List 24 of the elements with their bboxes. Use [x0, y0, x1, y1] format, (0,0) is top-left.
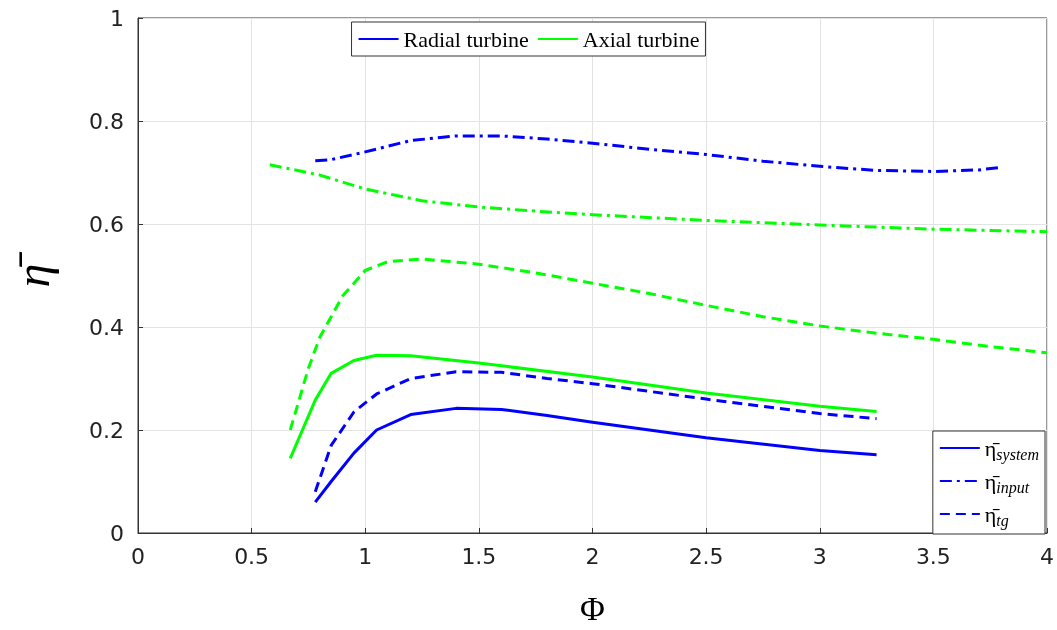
- line-series: [288, 257, 1049, 432]
- y-tick-label: 0.4: [89, 314, 124, 340]
- x-tick-label: 2.5: [688, 543, 724, 569]
- x-tick-label: 2: [585, 543, 600, 569]
- line-series: [313, 406, 879, 504]
- x-tick-label: 1: [358, 543, 373, 569]
- y-tick-label: 0.8: [89, 108, 124, 134]
- x-tick-label: 3.5: [915, 543, 951, 569]
- line-series: [268, 163, 1049, 234]
- x-axis-title: Φ: [580, 589, 605, 627]
- y-tick-label: 1: [110, 5, 124, 31]
- x-tick-label: 3: [812, 543, 827, 569]
- legend-label: Axial turbine: [582, 26, 700, 52]
- x-tick-label: 0.5: [234, 543, 270, 569]
- line-series: [313, 370, 879, 494]
- x-tick-label: 4: [1040, 543, 1054, 569]
- line-series: [288, 353, 879, 460]
- x-tick-label: 1.5: [461, 543, 497, 569]
- y-axis-title: η̄: [5, 251, 59, 288]
- y-tick-label: 0: [110, 520, 124, 546]
- y-tick-label: 0.2: [89, 417, 124, 443]
- y-tick-label: 0.6: [89, 211, 124, 237]
- x-tick-label: 0: [131, 543, 145, 569]
- legend-label: Radial turbine: [403, 26, 529, 52]
